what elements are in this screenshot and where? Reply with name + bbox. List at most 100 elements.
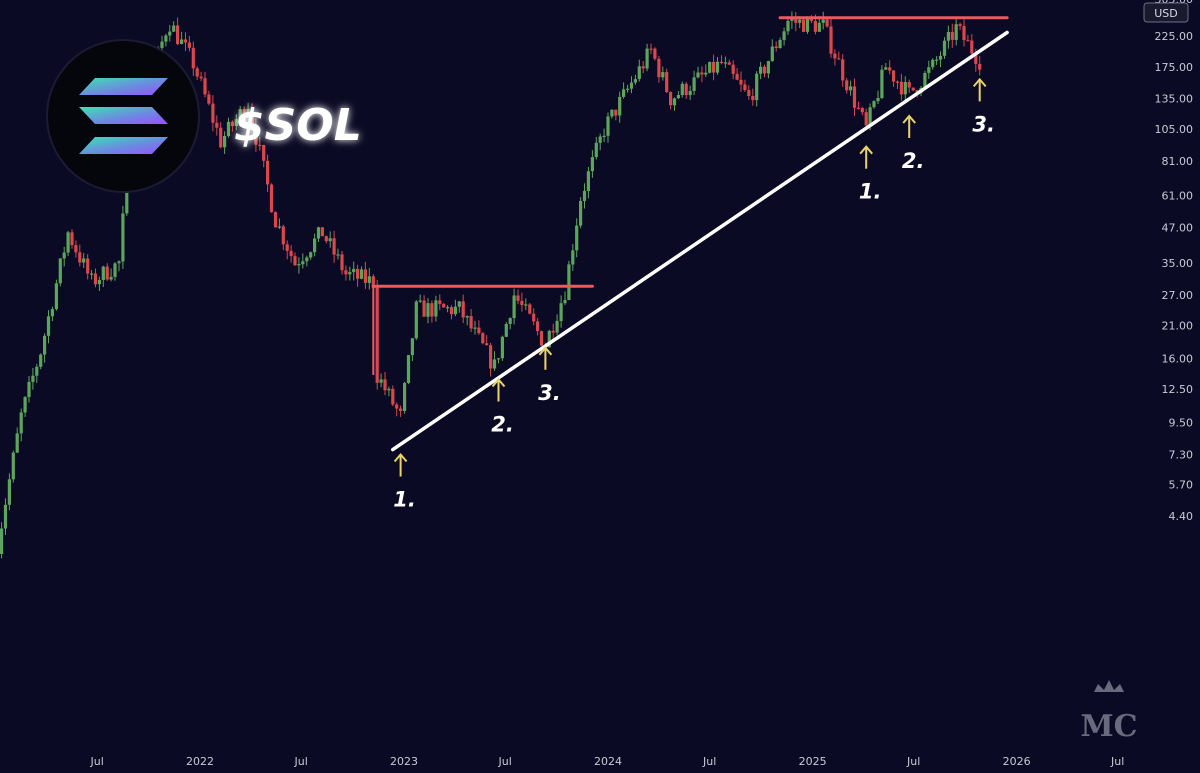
candle (946, 25, 950, 49)
candle (849, 80, 853, 96)
candle (250, 103, 254, 129)
candle (504, 322, 508, 338)
candle (164, 33, 168, 47)
y-tick-label: 81.00 (1162, 155, 1194, 168)
candle (50, 306, 54, 322)
y-tick-label: 4.40 (1169, 510, 1194, 523)
candle (594, 136, 598, 160)
candle (481, 331, 485, 345)
candle (657, 56, 661, 83)
candle (121, 205, 125, 269)
candle (363, 261, 367, 289)
candle (719, 55, 724, 65)
candle (602, 128, 606, 143)
y-tick-label: 7.30 (1169, 449, 1194, 462)
up-arrow-icon (972, 77, 987, 102)
candle (508, 317, 512, 330)
candle (614, 109, 618, 121)
candle (19, 408, 23, 442)
candle (289, 245, 293, 263)
touch-label: 1. (859, 180, 882, 204)
candle (410, 338, 414, 361)
price-axis[interactable]: 3,800.002,800.002,100.001,600.001,200.00… (1144, 0, 1194, 523)
candle (938, 51, 943, 68)
candle (735, 68, 739, 81)
candle (618, 91, 622, 123)
candle (551, 323, 555, 340)
candle (669, 91, 673, 110)
up-arrow-icon (859, 145, 873, 169)
candle (743, 79, 747, 92)
candle (27, 376, 31, 403)
candle (825, 18, 829, 28)
candle (747, 85, 751, 100)
candle (872, 100, 876, 109)
candle (684, 82, 688, 99)
candle (105, 263, 109, 281)
candle (93, 268, 98, 288)
currency-badge[interactable]: USD (1143, 2, 1189, 23)
candle (254, 118, 258, 152)
candle (731, 60, 735, 80)
candle (285, 240, 289, 260)
candle (610, 109, 614, 119)
overlay-layer: 1. 2. 3. 1. 2. 3. (371, 16, 1009, 512)
candle (207, 90, 211, 106)
candle (230, 120, 234, 132)
candle (899, 74, 903, 101)
candle (168, 25, 172, 42)
touch-label: 2. (902, 149, 925, 173)
candle (0, 522, 4, 559)
candle (727, 59, 731, 65)
candle (97, 276, 101, 291)
candle (829, 18, 833, 58)
candle (680, 81, 684, 98)
candle (500, 335, 504, 361)
time-axis[interactable]: Jul 2022 Jul 2023 Jul 2024 Jul 2025 Jul 2026 Jul (90, 755, 1125, 768)
candle (406, 355, 411, 385)
candle (786, 16, 790, 35)
candle (375, 280, 379, 390)
currency-label: USD (1154, 7, 1178, 20)
touch-label: 3. (972, 112, 995, 136)
candle (477, 320, 481, 335)
candle (86, 254, 90, 280)
candle (226, 117, 231, 138)
candle (74, 240, 78, 258)
candle (457, 300, 461, 313)
candle (653, 47, 657, 61)
candle (160, 35, 164, 51)
candle (528, 303, 532, 315)
candle (692, 70, 696, 96)
candle (712, 54, 716, 81)
candle (661, 66, 665, 81)
candle (485, 335, 489, 346)
candle (344, 265, 348, 281)
candle (176, 17, 180, 46)
candle (876, 90, 880, 104)
candle (180, 31, 184, 45)
candle (23, 396, 27, 417)
candle (469, 309, 473, 332)
candle (755, 71, 759, 107)
candle (590, 150, 594, 178)
candle (391, 385, 395, 407)
candle (101, 265, 105, 287)
candle (430, 300, 434, 323)
x-tick-label: 2025 (799, 755, 827, 768)
candle (359, 266, 364, 280)
candle (970, 34, 974, 59)
candle (766, 60, 770, 79)
candle (383, 372, 387, 396)
candle (567, 260, 571, 301)
candle (324, 235, 328, 244)
candle (935, 56, 939, 65)
up-arrow-icon (491, 377, 506, 402)
candle (117, 260, 121, 272)
candle (203, 71, 207, 98)
candle (438, 294, 442, 311)
candle (191, 41, 195, 76)
x-tick-label: Jul (294, 755, 308, 768)
candle (911, 87, 915, 92)
